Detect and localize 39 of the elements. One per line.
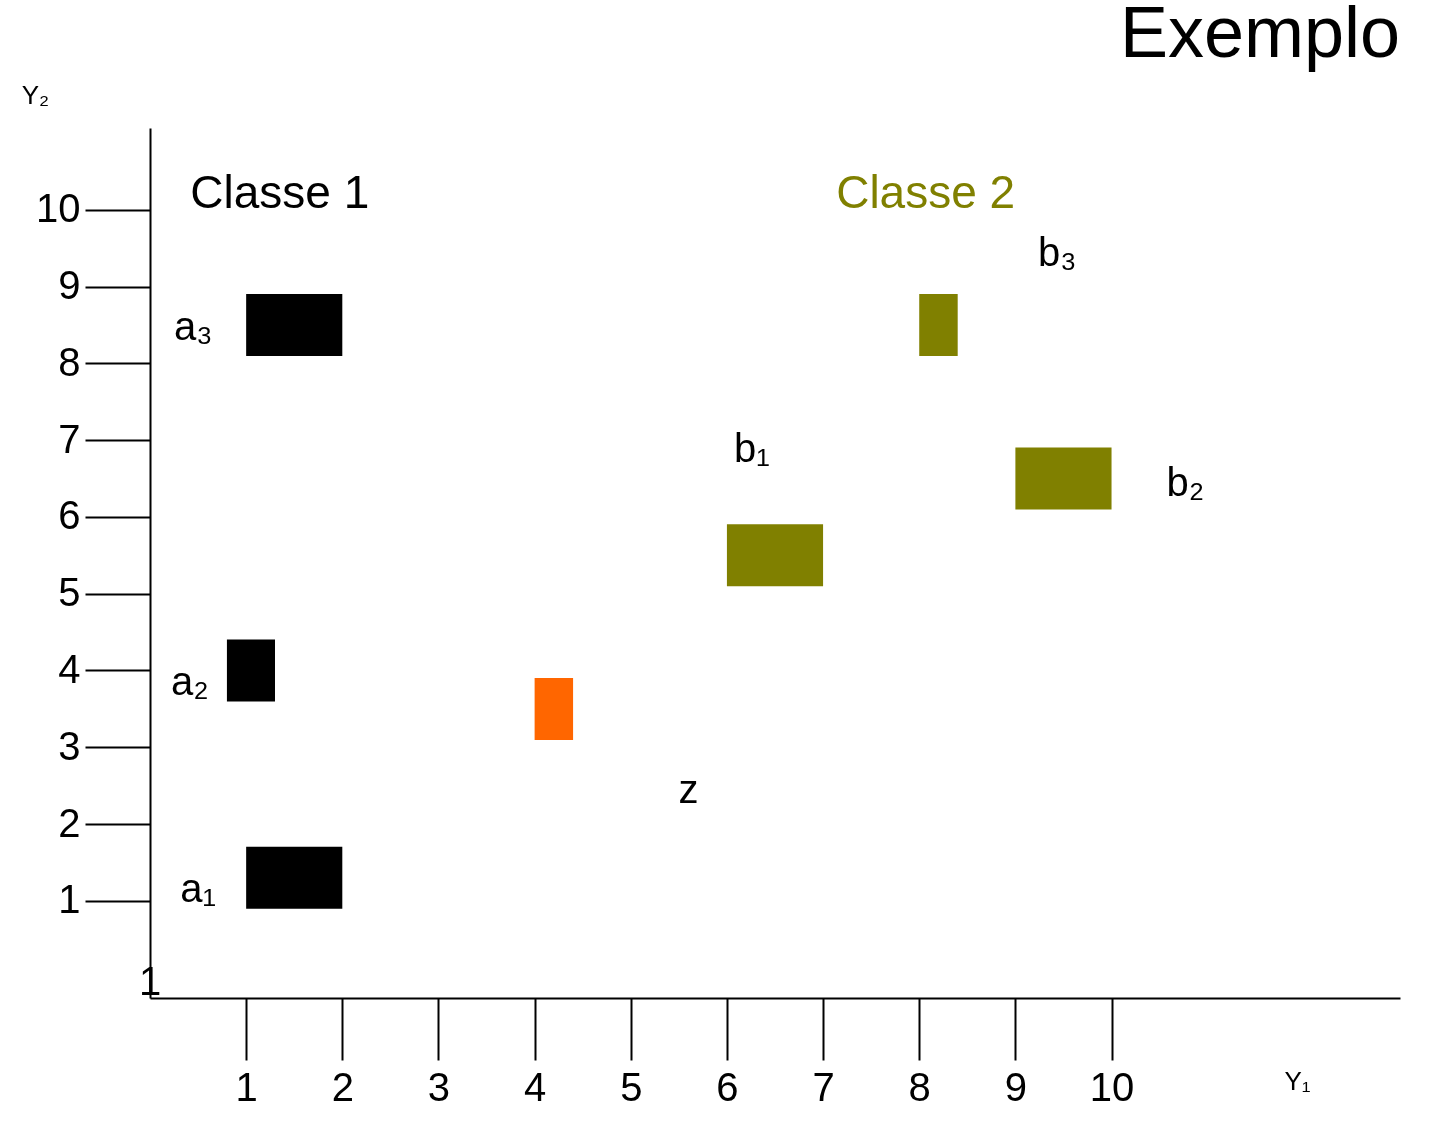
chart-title: Exemplo (1119, 0, 1400, 72)
bar (246, 293, 343, 356)
y-tick-label: 1 (58, 877, 81, 922)
y-tick-label: 7 (58, 416, 81, 461)
bar (246, 846, 343, 909)
y-tick-label: 10 (36, 186, 81, 231)
annotation: a₂ (171, 659, 209, 704)
bar (1015, 447, 1112, 510)
y-tick-label: 3 (58, 723, 81, 768)
legend-label: Classe 1 (190, 166, 370, 219)
y-tick-label: 2 (58, 800, 81, 845)
annotation: b₃ (1037, 229, 1077, 274)
x-tick-label: 7 (812, 1064, 835, 1109)
x-tick-label: 6 (716, 1064, 739, 1109)
y-tick-label: 9 (58, 263, 81, 308)
bar (726, 524, 824, 587)
annotation: a₃ (173, 303, 213, 348)
bar (226, 639, 275, 702)
x-tick-label: 9 (1004, 1064, 1028, 1109)
x-tick-label: 4 (523, 1064, 547, 1109)
bar (534, 677, 574, 740)
annotation: a₁ (180, 865, 217, 910)
x-tick-label: 2 (331, 1064, 354, 1109)
x-tick-label: 8 (908, 1064, 931, 1109)
x-tick-label: 10 (1089, 1064, 1135, 1109)
text: Classe 2 (836, 166, 1016, 219)
annotation: z (678, 766, 699, 811)
annotation: b₂ (1166, 460, 1205, 505)
x-tick-label: 3 (427, 1064, 451, 1109)
annotation: b₁ (734, 425, 770, 470)
y-tick-label: 4 (58, 647, 81, 691)
x-tick-label: 1 (235, 1064, 258, 1109)
y-axis-title: Y₂ (21, 79, 50, 110)
bar (919, 293, 958, 356)
y-tick-label: 8 (58, 339, 81, 384)
x-tick-label: 5 (620, 1064, 643, 1109)
y-tick-label: 6 (58, 493, 81, 538)
x-axis-title: Y₁ (1284, 1065, 1311, 1096)
y-tick-label: 5 (58, 570, 81, 615)
